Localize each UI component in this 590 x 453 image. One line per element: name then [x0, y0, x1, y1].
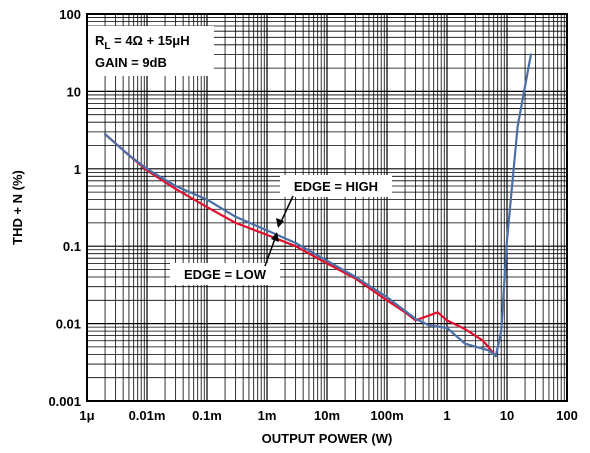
annotation-edge-low: EDGE = LOW: [170, 232, 280, 285]
x-axis-ticks: 1μ 0.01m 0.1m 1m 10m 100m 1 10 100: [79, 408, 577, 423]
x-tick-label: 100m: [370, 408, 403, 423]
annotation-edge-low-arrowhead: [271, 232, 279, 242]
x-axis-title: OUTPUT POWER (W): [262, 431, 393, 446]
series-line-edge-low: [103, 133, 497, 358]
x-tick-label: 100: [556, 408, 578, 423]
gain-condition-label: GAIN = 9dB: [95, 55, 167, 70]
annotation-edge-high-label: EDGE = HIGH: [294, 179, 378, 194]
x-tick-label: 10: [500, 408, 514, 423]
grid: [86, 14, 567, 402]
x-tick-label: 1μ: [79, 408, 94, 423]
annotation-edge-high-arrow: [279, 195, 294, 225]
series-layer: [103, 53, 533, 358]
y-tick-label: 10: [67, 84, 81, 99]
x-tick-label: 10m: [314, 408, 340, 423]
annotation-edge-high: EDGE = HIGH: [276, 175, 392, 228]
y-tick-label: 100: [59, 7, 81, 22]
x-tick-label: 1: [443, 408, 450, 423]
load-condition-label: RL = 4Ω + 15μH: [95, 33, 190, 52]
plot-frame: [86, 13, 568, 402]
y-tick-label: 0.001: [48, 394, 81, 409]
y-axis-ticks: 0.001 0.01 0.1 1 10 100: [48, 7, 81, 409]
x-tick-label: 0.01m: [129, 408, 166, 423]
y-tick-label: 0.1: [63, 239, 81, 254]
x-tick-label: 0.1m: [192, 408, 222, 423]
annotation-edge-high-arrowhead: [276, 218, 284, 228]
series-line-edge-high: [103, 53, 533, 358]
x-tick-label: 1m: [258, 408, 277, 423]
y-tick-label: 0.01: [56, 317, 81, 332]
annotation-edge-low-arrow: [264, 235, 277, 267]
y-tick-label: 1: [74, 162, 81, 177]
conditions-box: RL = 4Ω + 15μH GAIN = 9dB: [88, 26, 214, 76]
annotation-edge-low-label: EDGE = LOW: [184, 267, 267, 282]
y-axis-title: THD + N (%): [10, 170, 25, 245]
